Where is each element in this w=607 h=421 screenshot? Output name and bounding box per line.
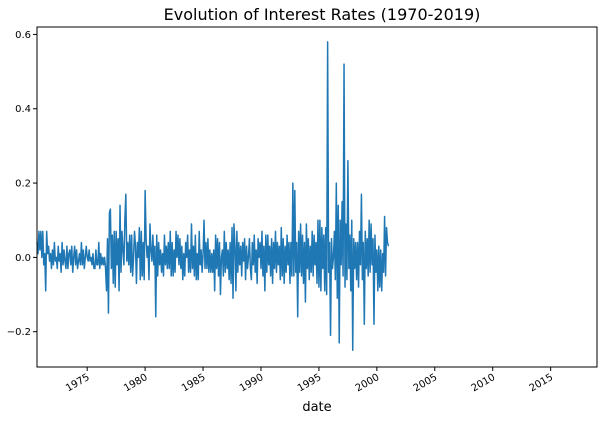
y-tick-label: 0.0 xyxy=(15,253,31,264)
y-axis: −0.2 0.0 0.2 0.4 0.6 xyxy=(7,30,37,338)
x-tick-label: 1995 xyxy=(296,372,324,394)
series-line-0 xyxy=(36,41,390,352)
series-layer xyxy=(36,41,390,352)
x-tick-label: 2010 xyxy=(470,372,498,394)
x-tick-label: 1975 xyxy=(64,372,92,394)
plot-frame xyxy=(36,26,598,368)
y-tick-label: 0.6 xyxy=(15,30,31,41)
x-tick-label: 1990 xyxy=(238,372,266,394)
y-tick-label: −0.2 xyxy=(7,327,31,338)
x-tick-label: 1980 xyxy=(122,372,150,394)
chart-title: Evolution of Interest Rates (1970-2019) xyxy=(164,5,481,24)
x-tick-label: 2005 xyxy=(412,372,440,394)
y-tick-label: 0.4 xyxy=(15,104,31,115)
y-tick-label: 0.2 xyxy=(15,179,31,190)
x-tick-label: 1985 xyxy=(180,372,208,394)
x-tick-label: 2015 xyxy=(528,372,556,394)
x-tick-label: 2000 xyxy=(354,372,382,394)
x-axis: 1975 1980 1985 1990 1995 2000 2005 2010 2015 xyxy=(64,367,555,394)
x-axis-label: date xyxy=(302,400,331,415)
